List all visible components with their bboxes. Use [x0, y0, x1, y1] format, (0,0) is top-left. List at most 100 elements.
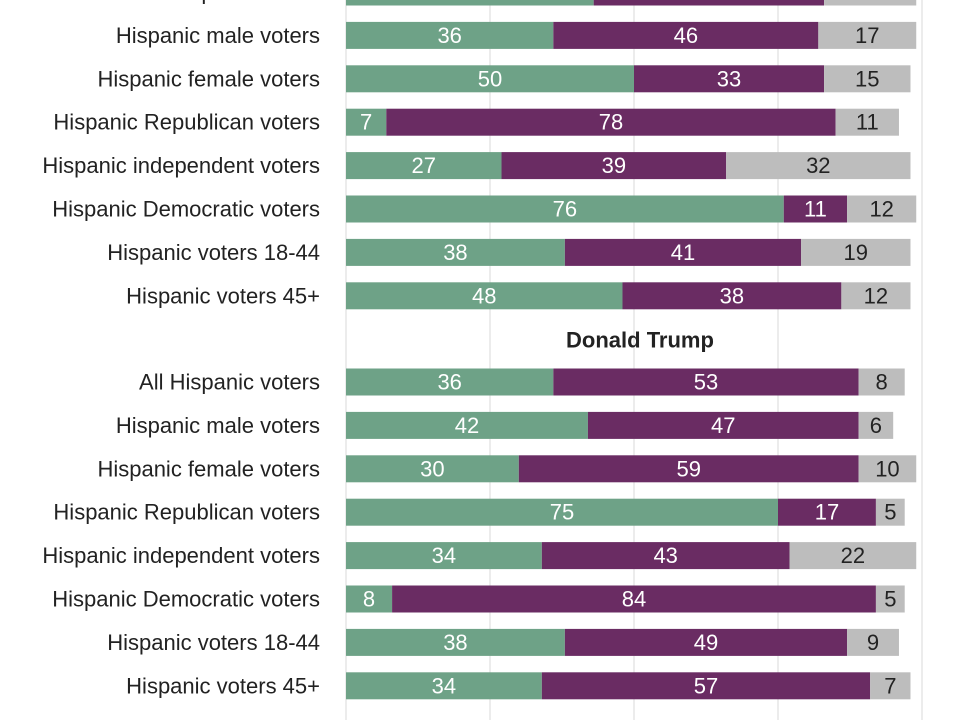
data-label: 53	[694, 370, 718, 395]
bar-segment-1	[778, 498, 876, 526]
row-label: All Hispanic voters	[139, 0, 320, 5]
data-label: 11	[804, 197, 827, 222]
row-label: All Hispanic voters	[139, 370, 320, 395]
data-label: 47	[711, 413, 735, 438]
data-label: 30	[420, 456, 444, 481]
bar-segment-1	[622, 282, 842, 310]
data-label: 12	[869, 197, 893, 222]
data-label: 36	[437, 370, 461, 395]
row-label: Hispanic voters 45+	[126, 673, 320, 698]
labels: All Hispanic voters 43 40 16 Hispanic male v…	[42, 0, 899, 698]
bar-segment-1	[553, 21, 819, 49]
data-label: 32	[806, 153, 830, 178]
data-label: 10	[875, 456, 899, 481]
row-label: Hispanic voters 45+	[126, 283, 320, 308]
bar-segment-2	[818, 21, 917, 49]
bar-segment-2	[847, 195, 917, 223]
bar-segment-2	[858, 368, 905, 396]
data-label: 43	[458, 0, 482, 5]
bar-segment-1	[587, 411, 859, 439]
data-label: 22	[841, 543, 865, 568]
bar-segment-0	[346, 65, 634, 93]
data-label: 7	[360, 110, 372, 135]
bar-segment-0	[346, 411, 588, 439]
data-label: 76	[553, 197, 577, 222]
bar-segment-0	[346, 628, 565, 656]
panel-title: Donald Trump	[566, 328, 714, 353]
data-label: 41	[671, 240, 695, 265]
data-label: 46	[674, 23, 698, 48]
row-label: Hispanic independent voters	[42, 543, 320, 568]
bar-segment-2	[726, 152, 911, 180]
bar-segment-0	[346, 108, 387, 136]
bars	[346, 0, 917, 700]
row-label: Hispanic male voters	[116, 413, 320, 438]
data-label: 38	[443, 630, 467, 655]
data-label: 11	[856, 110, 879, 135]
bar-segment-1	[386, 108, 836, 136]
bar-segment-1	[564, 628, 848, 656]
data-label: 17	[855, 23, 879, 48]
bar-segment-0	[346, 672, 542, 700]
bar-segment-0	[346, 21, 554, 49]
data-label: 5	[884, 587, 896, 612]
data-label: 75	[550, 500, 574, 525]
data-label: 5	[884, 500, 896, 525]
data-label: 39	[602, 153, 626, 178]
row-label: Hispanic Democratic voters	[52, 587, 320, 612]
data-label: 9	[867, 630, 879, 655]
data-label: 40	[697, 0, 721, 5]
data-label: 59	[676, 456, 700, 481]
bar-segment-2	[858, 411, 894, 439]
data-label: 48	[472, 283, 496, 308]
data-label: 27	[412, 153, 436, 178]
data-label: 12	[864, 283, 888, 308]
bar-segment-2	[824, 65, 911, 93]
bar-segment-2	[835, 108, 899, 136]
bar-segment-2	[858, 455, 917, 483]
bar-segment-0	[346, 0, 594, 6]
data-label: 36	[437, 23, 461, 48]
bar-segment-0	[346, 585, 393, 613]
data-label: 19	[844, 240, 868, 265]
data-label: 17	[815, 500, 839, 525]
bar-segment-1	[593, 0, 825, 6]
row-label: Hispanic voters 18-44	[107, 630, 320, 655]
bar-segment-2	[824, 0, 917, 6]
data-label: 7	[884, 673, 896, 698]
data-label: 43	[653, 543, 677, 568]
data-label: 34	[432, 673, 456, 698]
bar-segment-1	[501, 152, 727, 180]
data-label: 49	[694, 630, 718, 655]
bar-segment-1	[518, 455, 859, 483]
data-label: 84	[622, 587, 646, 612]
bar-segment-1	[634, 65, 825, 93]
row-label: Hispanic female voters	[97, 456, 320, 481]
data-label: 42	[455, 413, 479, 438]
bar-segment-0	[346, 152, 502, 180]
bar-segment-1	[541, 542, 790, 570]
bar-segment-0	[346, 238, 565, 266]
data-label: 6	[870, 413, 882, 438]
bar-segment-1	[564, 238, 802, 266]
row-label: Hispanic Democratic voters	[52, 197, 320, 222]
bar-segment-0	[346, 282, 623, 310]
bar-segment-2	[841, 282, 911, 310]
bar-segment-2	[875, 498, 905, 526]
bar-segment-0	[346, 195, 784, 223]
data-label: 78	[599, 110, 623, 135]
data-label: 8	[363, 587, 375, 612]
data-label: 16	[858, 0, 882, 5]
row-label: Hispanic independent voters	[42, 153, 320, 178]
bar-segment-2	[801, 238, 911, 266]
row-label: Hispanic male voters	[116, 23, 320, 48]
data-label: 33	[717, 66, 741, 91]
data-label: 8	[876, 370, 888, 395]
row-label: Hispanic Republican voters	[53, 500, 320, 525]
data-label: 38	[443, 240, 467, 265]
data-label: 38	[720, 283, 744, 308]
data-label: 50	[478, 66, 502, 91]
bar-segment-2	[847, 628, 899, 656]
bar-segment-0	[346, 498, 778, 526]
